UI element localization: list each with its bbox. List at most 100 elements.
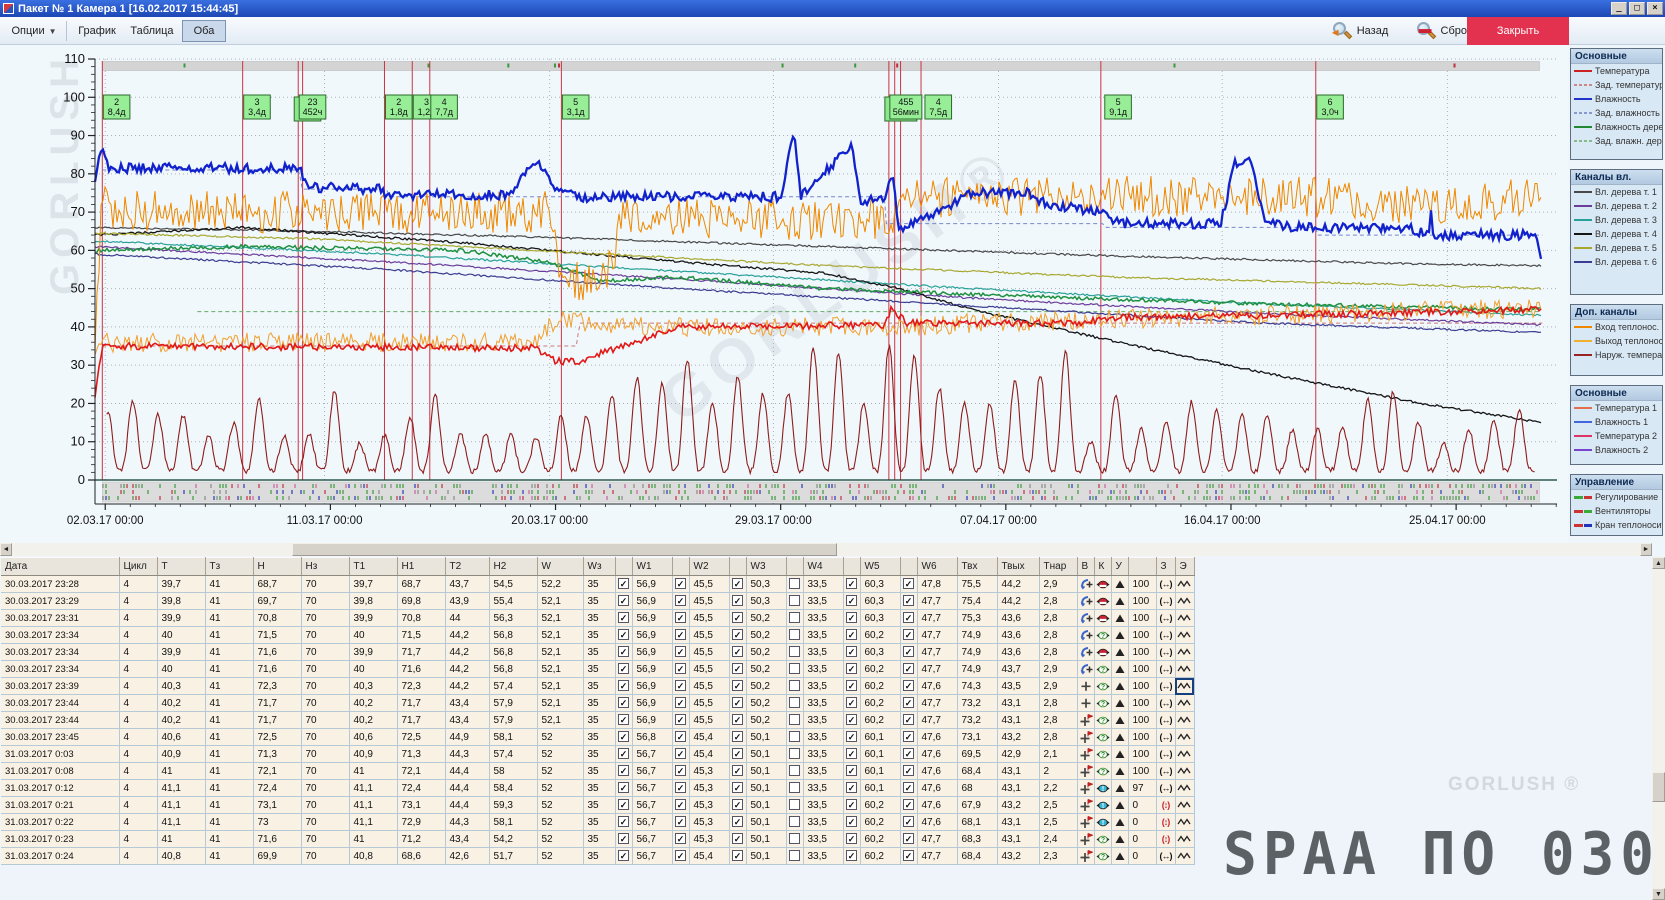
w4-checkbox[interactable]: [786, 745, 804, 763]
w4-checkbox[interactable]: [786, 779, 804, 797]
w4-checkbox[interactable]: [786, 830, 804, 848]
w4-checkbox[interactable]: [786, 592, 804, 610]
w1-checkbox[interactable]: ✓: [615, 762, 633, 780]
col-header-32[interactable]: Э: [1175, 557, 1195, 576]
w1-checkbox[interactable]: ✓: [615, 711, 633, 729]
col-header-blank[interactable]: [900, 557, 918, 576]
w2-checkbox[interactable]: ✓: [672, 626, 690, 644]
w6-checkbox[interactable]: ✓: [900, 779, 918, 797]
w6-checkbox[interactable]: ✓: [900, 626, 918, 644]
w5-checkbox[interactable]: ✓: [843, 813, 861, 831]
w1-checkbox[interactable]: ✓: [615, 779, 633, 797]
w4-checkbox[interactable]: [786, 847, 804, 865]
table-row[interactable]: 30.03.2017 23:28 4 39,7 41 68,7 70 39,7 68,7 43,…: [1, 575, 1195, 593]
graph-view-button[interactable]: График: [78, 25, 116, 37]
w6-checkbox[interactable]: ✓: [900, 609, 918, 627]
maximize-button[interactable]: □: [1629, 2, 1645, 15]
col-header-28[interactable]: К: [1094, 557, 1112, 576]
w3-checkbox[interactable]: ✓: [729, 626, 747, 644]
col-header-24[interactable]: Твх: [957, 557, 998, 576]
w6-checkbox[interactable]: ✓: [900, 813, 918, 831]
zoom-back-button[interactable]: ◄ Назад: [1318, 20, 1402, 42]
w4-checkbox[interactable]: [786, 694, 804, 712]
w3-checkbox[interactable]: ✓: [729, 830, 747, 848]
horizontal-scrollbar[interactable]: ◄ ►: [0, 543, 1652, 556]
col-header-19[interactable]: W4: [803, 557, 844, 576]
w4-checkbox[interactable]: [786, 677, 804, 695]
w2-checkbox[interactable]: ✓: [672, 575, 690, 593]
w1-checkbox[interactable]: ✓: [615, 745, 633, 763]
col-header-27[interactable]: В: [1077, 557, 1095, 576]
table-row[interactable]: 31.03.2017 0:03 4 40,9 41 71,3 70 40,9 71,3 44,3…: [1, 745, 1195, 763]
minimize-button[interactable]: _: [1611, 2, 1627, 15]
w5-checkbox[interactable]: ✓: [843, 745, 861, 763]
w1-checkbox[interactable]: ✓: [615, 677, 633, 695]
table-row[interactable]: 31.03.2017 0:22 4 41,1 41 73 70 41,1 72,9 44,3 58…: [1, 813, 1195, 831]
w2-checkbox[interactable]: ✓: [672, 830, 690, 848]
w5-checkbox[interactable]: ✓: [843, 609, 861, 627]
col-header-17[interactable]: W3: [746, 557, 787, 576]
w5-checkbox[interactable]: ✓: [843, 711, 861, 729]
w2-checkbox[interactable]: ✓: [672, 694, 690, 712]
w3-checkbox[interactable]: ✓: [729, 609, 747, 627]
table-row[interactable]: 31.03.2017 0:24 4 40,8 41 69,9 70 40,8 68,6 42,6…: [1, 847, 1195, 865]
table-row[interactable]: 31.03.2017 0:12 4 41,1 41 72,4 70 41,1 72,4 44,4…: [1, 779, 1195, 797]
w3-checkbox[interactable]: ✓: [729, 643, 747, 661]
w2-checkbox[interactable]: ✓: [672, 609, 690, 627]
w6-checkbox[interactable]: ✓: [900, 745, 918, 763]
w5-checkbox[interactable]: ✓: [843, 728, 861, 746]
horizontal-scroll-thumb[interactable]: [292, 543, 837, 556]
w4-checkbox[interactable]: [786, 762, 804, 780]
w2-checkbox[interactable]: ✓: [672, 677, 690, 695]
w2-checkbox[interactable]: ✓: [672, 779, 690, 797]
w1-checkbox[interactable]: ✓: [615, 830, 633, 848]
w5-checkbox[interactable]: ✓: [843, 779, 861, 797]
w3-checkbox[interactable]: ✓: [729, 677, 747, 695]
w1-checkbox[interactable]: ✓: [615, 643, 633, 661]
table-view-button[interactable]: Таблица: [130, 25, 174, 37]
w2-checkbox[interactable]: ✓: [672, 592, 690, 610]
col-header-23[interactable]: W6: [917, 557, 958, 576]
table-row[interactable]: 30.03.2017 23:45 4 40,6 41 72,5 70 40,6 72,5 44,…: [1, 728, 1195, 746]
w5-checkbox[interactable]: ✓: [843, 660, 861, 678]
w1-checkbox[interactable]: ✓: [615, 847, 633, 865]
table-row[interactable]: 30.03.2017 23:31 4 39,9 41 70,8 70 39,9 70,8 44 5…: [1, 609, 1195, 627]
table-row[interactable]: 30.03.2017 23:34 4 40 41 71,5 70 40 71,5 44,2 56,…: [1, 626, 1195, 644]
w5-checkbox[interactable]: ✓: [843, 643, 861, 661]
w5-checkbox[interactable]: ✓: [843, 762, 861, 780]
options-menu-button[interactable]: Опции ▼: [11, 25, 57, 37]
w4-checkbox[interactable]: [786, 711, 804, 729]
both-view-button[interactable]: Оба: [182, 20, 226, 42]
col-header-6[interactable]: Т1: [349, 557, 398, 576]
col-header-29[interactable]: У: [1111, 557, 1129, 576]
col-header-4[interactable]: Н: [253, 557, 302, 576]
w6-checkbox[interactable]: ✓: [900, 660, 918, 678]
w5-checkbox[interactable]: ✓: [843, 830, 861, 848]
w5-checkbox[interactable]: ✓: [843, 592, 861, 610]
w6-checkbox[interactable]: ✓: [900, 677, 918, 695]
w3-checkbox[interactable]: ✓: [729, 847, 747, 865]
w3-checkbox[interactable]: ✓: [729, 711, 747, 729]
w2-checkbox[interactable]: ✓: [672, 643, 690, 661]
w5-checkbox[interactable]: ✓: [843, 694, 861, 712]
w6-checkbox[interactable]: ✓: [900, 847, 918, 865]
w3-checkbox[interactable]: ✓: [729, 762, 747, 780]
col-header-25[interactable]: Твых: [997, 557, 1040, 576]
w6-checkbox[interactable]: ✓: [900, 694, 918, 712]
w3-checkbox[interactable]: ✓: [729, 813, 747, 831]
w3-checkbox[interactable]: ✓: [729, 694, 747, 712]
scroll-right-button[interactable]: ►: [1640, 543, 1652, 556]
col-header-blank[interactable]: [843, 557, 861, 576]
w4-checkbox[interactable]: [786, 796, 804, 814]
w4-checkbox[interactable]: [786, 643, 804, 661]
table-row[interactable]: 31.03.2017 0:23 4 41 41 71,6 70 41 71,2 43,4 54,2…: [1, 830, 1195, 848]
w1-checkbox[interactable]: ✓: [615, 813, 633, 831]
w2-checkbox[interactable]: ✓: [672, 711, 690, 729]
w2-checkbox[interactable]: ✓: [672, 847, 690, 865]
col-header-26[interactable]: Тнар: [1039, 557, 1078, 576]
col-header-1[interactable]: Цикл: [119, 557, 158, 576]
col-header-8[interactable]: Т2: [445, 557, 490, 576]
table-row[interactable]: 30.03.2017 23:44 4 40,2 41 71,7 70 40,2 71,7 43,…: [1, 711, 1195, 729]
table-row[interactable]: 30.03.2017 23:34 4 40 41 71,6 70 40 71,6 44,2 56,…: [1, 660, 1195, 678]
w4-checkbox[interactable]: [786, 813, 804, 831]
